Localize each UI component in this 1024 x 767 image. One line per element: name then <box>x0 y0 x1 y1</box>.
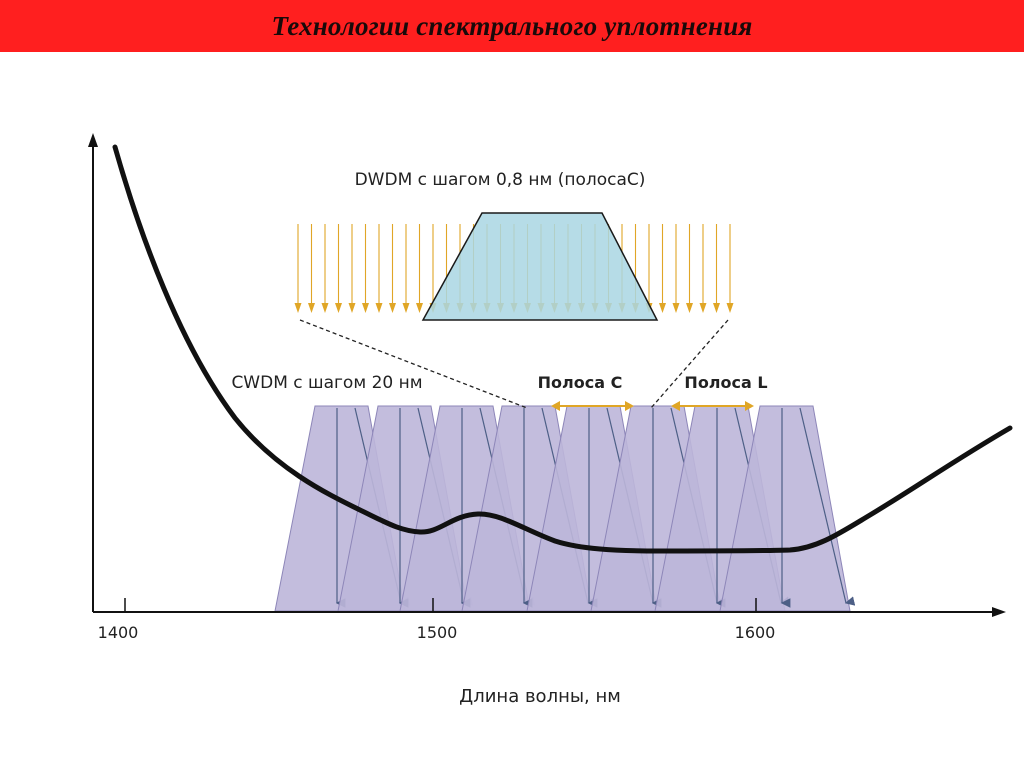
dwdm-label: DWDM с шагом 0,8 нм (полосаС) <box>355 170 646 190</box>
dwdm-band-trapezoid <box>421 212 659 321</box>
cwdm-label: CWDM с шагом 20 нм <box>231 373 422 393</box>
dwdm-channel-arrow <box>362 224 369 313</box>
x-tick-label-1600: 1600 <box>735 623 776 642</box>
dwdm-channel-arrow <box>375 224 383 313</box>
x-tick-label-1400: 1400 <box>98 623 139 642</box>
dwdm-channel-arrow <box>402 224 410 313</box>
dwdm-channel-arrow <box>699 224 707 313</box>
dwdm-channel-arrow <box>726 224 734 313</box>
slide-title: Технологии спектрального уплотнения <box>271 10 753 41</box>
band-l-label: Полоса L <box>684 373 767 392</box>
dwdm-channel-arrow <box>713 224 720 313</box>
x-tick-label-1500: 1500 <box>417 623 458 642</box>
band-c-arrow <box>551 401 634 411</box>
band-c-label: Полоса С <box>538 373 623 392</box>
dwdm-channel-arrow <box>335 224 342 313</box>
x-axis-arrow-icon <box>992 607 1006 617</box>
wdm-diagram: 1400 1500 1600 DWDM с шагом 0,8 нм (поло… <box>88 133 1013 707</box>
band-l-arrow <box>671 401 754 411</box>
dwdm-channel-arrow <box>294 224 302 313</box>
cwdm-channels <box>274 405 856 612</box>
x-axis-label: Длина волны, нм <box>459 686 621 707</box>
dwdm-channel-arrow <box>348 224 356 313</box>
dwdm-channel-arrow <box>308 224 315 313</box>
zoom-line-right <box>650 319 729 409</box>
dwdm-channel-arrow <box>686 224 693 313</box>
dwdm-channel-arrow <box>672 224 680 313</box>
dwdm-channel-arrow <box>659 224 666 313</box>
zoom-line-left <box>299 319 528 409</box>
title-bar: Технологии спектрального уплотнения <box>0 0 1024 52</box>
y-axis-arrow-icon <box>88 133 98 147</box>
dwdm-channel-arrow <box>321 224 329 313</box>
dwdm-channel-arrow <box>416 224 423 313</box>
dwdm-channel-arrow <box>389 224 396 313</box>
attenuation-curve <box>112 144 1013 554</box>
